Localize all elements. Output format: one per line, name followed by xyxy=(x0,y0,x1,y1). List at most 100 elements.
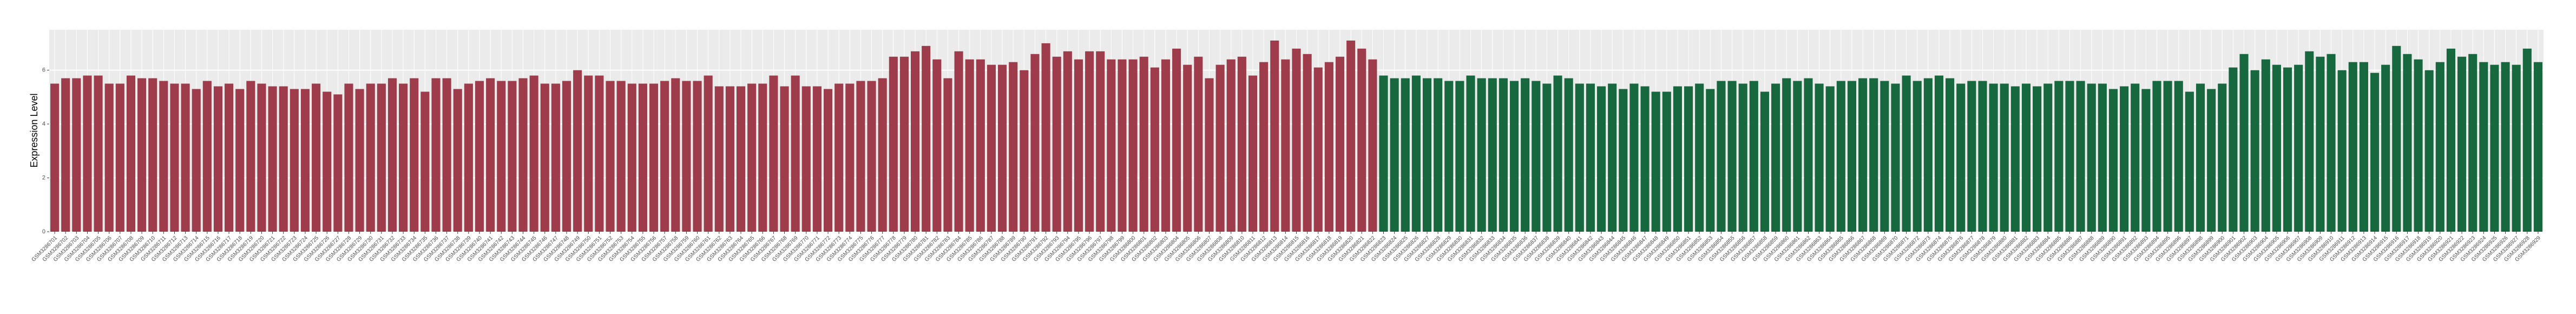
bar xyxy=(83,75,92,232)
bar xyxy=(1172,48,1181,232)
bar xyxy=(834,83,844,232)
bar xyxy=(1259,62,1269,232)
bar xyxy=(1281,59,1290,232)
bar xyxy=(1194,56,1203,232)
bar xyxy=(725,86,734,232)
bar xyxy=(420,91,430,232)
bar xyxy=(2403,54,2412,232)
bar xyxy=(1684,86,1693,232)
bar xyxy=(387,78,397,232)
bar xyxy=(899,56,909,232)
bar xyxy=(1085,51,1094,232)
bar xyxy=(2272,64,2281,232)
bar xyxy=(791,75,800,232)
bar xyxy=(1902,75,1911,232)
y-tick-label: 6 xyxy=(42,67,45,74)
bar xyxy=(2479,62,2488,232)
bar xyxy=(2261,59,2270,232)
bar xyxy=(257,83,266,232)
bar xyxy=(2054,81,2064,232)
bar xyxy=(497,81,506,232)
bar xyxy=(616,81,626,232)
bar xyxy=(1303,54,1312,232)
bar xyxy=(2522,48,2532,232)
bar xyxy=(94,75,103,232)
bar xyxy=(1521,78,1530,232)
bar xyxy=(1107,59,1116,232)
y-tick-label: 4 xyxy=(42,121,45,127)
bar xyxy=(2370,73,2380,232)
bar xyxy=(889,56,898,232)
bar xyxy=(159,81,168,232)
bar xyxy=(1401,78,1410,232)
bar xyxy=(1869,78,1878,232)
bar xyxy=(1749,81,1758,232)
bar xyxy=(769,75,778,232)
bar xyxy=(1215,64,1225,232)
bar xyxy=(61,78,70,232)
bar xyxy=(1128,59,1138,232)
bar xyxy=(202,81,212,232)
bar xyxy=(1379,75,1388,232)
bar xyxy=(1564,78,1573,232)
bar xyxy=(279,86,288,232)
bar xyxy=(758,83,767,232)
bar xyxy=(1074,59,1083,232)
bar xyxy=(1619,89,1628,232)
bar xyxy=(714,86,724,232)
bar xyxy=(508,81,517,232)
bar xyxy=(1455,81,1464,232)
bar xyxy=(1629,83,1639,232)
bar xyxy=(1891,83,1900,232)
bar xyxy=(573,70,582,232)
bar xyxy=(2294,64,2303,232)
bar xyxy=(1553,75,1562,232)
bar xyxy=(355,89,364,232)
bar xyxy=(2000,83,2009,232)
bar xyxy=(1020,70,1029,232)
bar xyxy=(1717,81,1726,232)
bar xyxy=(529,75,538,232)
bar xyxy=(911,51,920,232)
bar xyxy=(867,81,876,232)
bar xyxy=(780,86,789,232)
bar xyxy=(998,64,1007,232)
bar xyxy=(2337,70,2347,232)
bar xyxy=(1956,83,1966,232)
bar xyxy=(2120,86,2129,232)
bar xyxy=(932,59,942,232)
bar xyxy=(2239,54,2249,232)
bar xyxy=(2283,67,2292,232)
bar xyxy=(1139,56,1148,232)
bar xyxy=(366,83,375,232)
bar xyxy=(2010,86,2020,232)
bar xyxy=(126,75,136,232)
bar xyxy=(1488,78,1497,232)
bar xyxy=(824,89,833,232)
bar xyxy=(312,83,321,232)
bar xyxy=(137,78,147,232)
bar xyxy=(1662,91,1671,232)
bar xyxy=(2207,89,2216,232)
bar xyxy=(1346,40,1356,232)
y-axis-title: Expression Level xyxy=(29,93,40,167)
bar xyxy=(1477,78,1486,232)
bar xyxy=(856,81,865,232)
bar xyxy=(1063,51,1072,232)
bar xyxy=(693,81,702,232)
bar xyxy=(2316,56,2325,232)
bar xyxy=(399,83,408,232)
bar xyxy=(486,78,495,232)
bar xyxy=(290,89,299,232)
bar xyxy=(1411,75,1421,232)
bar xyxy=(104,83,114,232)
bar xyxy=(1804,78,1813,232)
bar xyxy=(704,75,713,232)
bar xyxy=(1335,56,1345,232)
bar xyxy=(540,83,549,232)
bar xyxy=(2490,64,2499,232)
bar xyxy=(1509,81,1519,232)
bar xyxy=(1695,83,1704,232)
bar xyxy=(1118,59,1127,232)
bar xyxy=(747,83,757,232)
